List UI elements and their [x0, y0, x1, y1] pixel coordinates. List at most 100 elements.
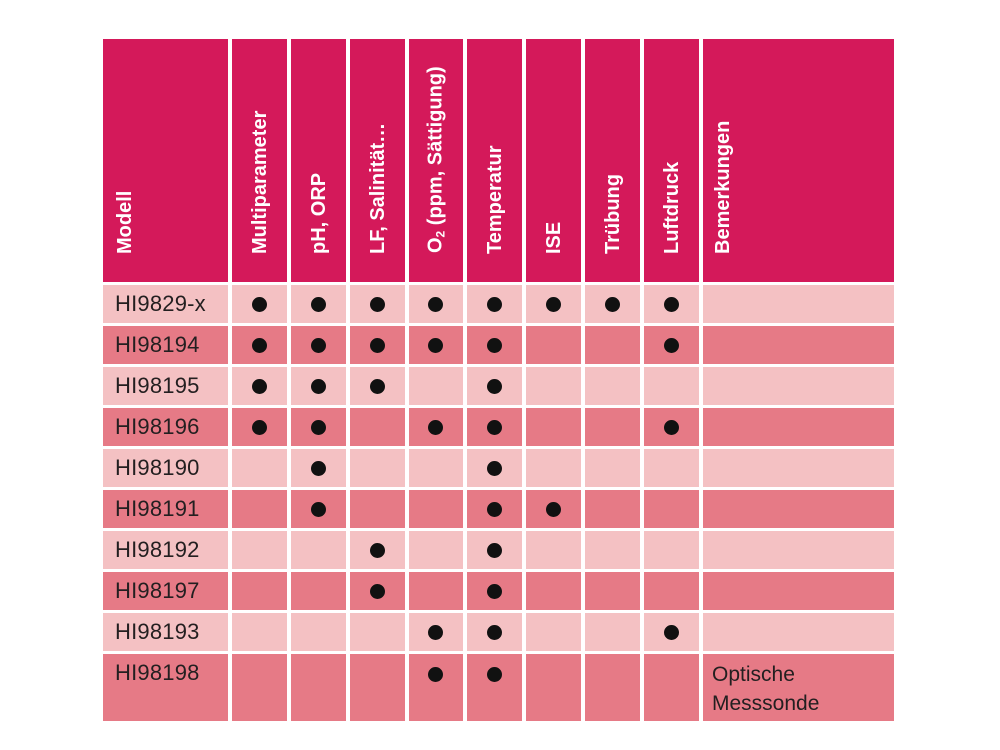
feature-cell: [232, 654, 287, 721]
bullet-mark: [663, 297, 679, 312]
feature-cell: [350, 654, 405, 721]
feature-cell: [585, 654, 640, 721]
bullet-mark: [251, 420, 267, 435]
feature-cell: [409, 654, 463, 721]
feature-cell: [350, 613, 405, 651]
bullet-mark: [310, 379, 326, 394]
feature-cell: [467, 572, 522, 610]
feature-cell: [291, 326, 346, 364]
bullet-mark: [428, 297, 443, 312]
feature-cell: [644, 408, 699, 446]
feature-cell: [585, 490, 640, 528]
bullet-mark: [310, 502, 326, 517]
feature-cell: [409, 326, 463, 364]
feature-cell: [291, 572, 346, 610]
header-cell-air-pressure: Luftdruck: [644, 39, 699, 282]
feature-cell: [409, 572, 463, 610]
header-label-turbidity: Trübung: [601, 174, 624, 254]
header-cell-ise: ISE: [526, 39, 581, 282]
bullet-mark: [486, 338, 502, 353]
remark-cell: [703, 490, 894, 528]
model-cell: HI9829-x: [103, 285, 228, 323]
bullet-mark: [310, 420, 326, 435]
header-label-air-pressure: Luftdruck: [660, 161, 683, 254]
feature-cell: [526, 654, 581, 721]
feature-cell: [232, 285, 287, 323]
bullet-mark: [251, 297, 267, 312]
feature-cell: [644, 490, 699, 528]
feature-cell: [585, 449, 640, 487]
bullet-mark: [428, 420, 443, 435]
bullet-mark: [251, 338, 267, 353]
header-label-remarks: Bemerkungen: [712, 120, 734, 254]
header-cell-multiparameter: Multiparameter: [232, 39, 287, 282]
feature-cell: [526, 490, 581, 528]
feature-cell: [291, 285, 346, 323]
feature-cell: [232, 490, 287, 528]
bullet-mark: [545, 297, 561, 312]
remark-cell: [703, 613, 894, 651]
bullet-mark: [663, 338, 679, 353]
feature-cell: [409, 408, 463, 446]
bullet-mark: [251, 379, 267, 394]
feature-cell: [291, 531, 346, 569]
remark-cell: Optische Messsonde: [703, 654, 894, 721]
feature-cell: [644, 326, 699, 364]
feature-cell: [350, 285, 405, 323]
bullet-mark: [486, 667, 502, 682]
feature-cell: [585, 613, 640, 651]
bullet-mark: [310, 338, 326, 353]
bullet-mark: [369, 338, 385, 353]
remark-cell: [703, 326, 894, 364]
feature-cell: [291, 367, 346, 405]
remark-cell: [703, 531, 894, 569]
feature-cell: [644, 654, 699, 721]
bullet-mark: [310, 461, 326, 476]
feature-cell: [232, 531, 287, 569]
model-cell: HI98191: [103, 490, 228, 528]
feature-cell: [350, 531, 405, 569]
feature-cell: [232, 449, 287, 487]
bullet-mark: [486, 297, 502, 312]
header-cell-oxygen: O2 (ppm, Sättigung): [409, 39, 463, 282]
feature-cell: [350, 367, 405, 405]
feature-cell: [644, 613, 699, 651]
feature-cell: [232, 326, 287, 364]
feature-cell: [585, 326, 640, 364]
feature-cell: [526, 285, 581, 323]
feature-cell: [585, 367, 640, 405]
bullet-mark: [369, 379, 385, 394]
feature-cell: [232, 408, 287, 446]
bullet-mark: [604, 297, 620, 312]
model-cell: HI98193: [103, 613, 228, 651]
bullet-mark: [369, 543, 385, 558]
bullet-mark: [486, 543, 502, 558]
feature-cell: [232, 572, 287, 610]
header-cell-temperature: Temperatur: [467, 39, 522, 282]
feature-cell: [526, 449, 581, 487]
feature-cell: [585, 285, 640, 323]
feature-cell: [409, 613, 463, 651]
bullet-mark: [428, 338, 443, 353]
bullet-mark: [545, 502, 561, 517]
feature-cell: [467, 654, 522, 721]
feature-cell: [467, 408, 522, 446]
feature-cell: [232, 367, 287, 405]
bullet-mark: [663, 625, 679, 640]
feature-cell: [291, 654, 346, 721]
feature-cell: [585, 572, 640, 610]
feature-cell: [526, 408, 581, 446]
bullet-mark: [310, 297, 326, 312]
header-label-oxygen: O2 (ppm, Sättigung): [424, 66, 448, 253]
feature-cell: [291, 613, 346, 651]
feature-cell: [409, 285, 463, 323]
feature-cell: [350, 449, 405, 487]
bullet-mark: [486, 461, 502, 476]
feature-cell: [526, 326, 581, 364]
bullet-mark: [369, 584, 385, 599]
header-cell-remarks: Bemerkungen: [703, 39, 894, 282]
header-label-multiparameter: Multiparameter: [248, 110, 271, 254]
bullet-mark: [486, 502, 502, 517]
feature-cell: [644, 531, 699, 569]
feature-cell: [644, 572, 699, 610]
